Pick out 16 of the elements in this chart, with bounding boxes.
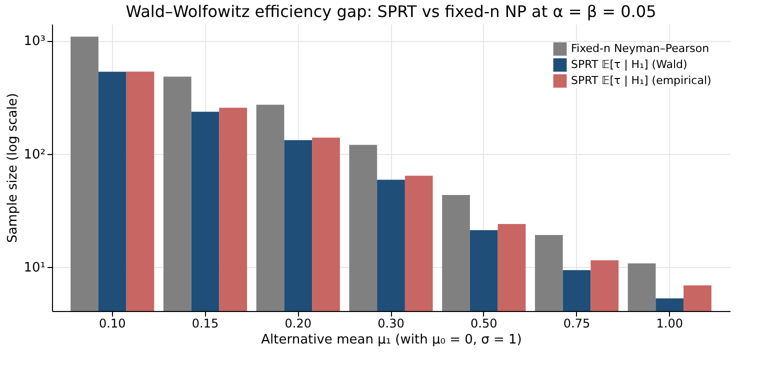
y-tick-label: 10¹ [24,260,46,276]
x-tick-label: 0.75 [563,316,590,330]
y-tick-label: 10³ [24,34,46,50]
chart-title: Wald–Wolfowitz efficiency gap: SPRT vs fixed-n NP at α = β = 0.05 [126,2,656,21]
legend-label: Fixed-n Neyman–Pearson [571,42,710,55]
x-tick-label: 0.50 [470,316,498,330]
x-tick-label: 0.15 [192,316,219,330]
y-axis-title: Sample size (log scale) [6,93,21,243]
x-axis-title: Alternative mean μ₁ (with μ₀ = 0, σ = 1) [261,332,522,348]
legend-label: SPRT 𝔼[τ | H₁] (empirical) [571,74,712,87]
x-tick-label: 0.20 [284,316,312,330]
x-tick-label: 0.10 [99,316,126,330]
x-tick-label: 0.30 [378,316,404,330]
x-tick-label: 1.00 [656,316,683,330]
y-tick-label: 10² [24,147,46,162]
legend-label: SPRT 𝔼[τ | H₁] (Wald) [571,58,688,71]
